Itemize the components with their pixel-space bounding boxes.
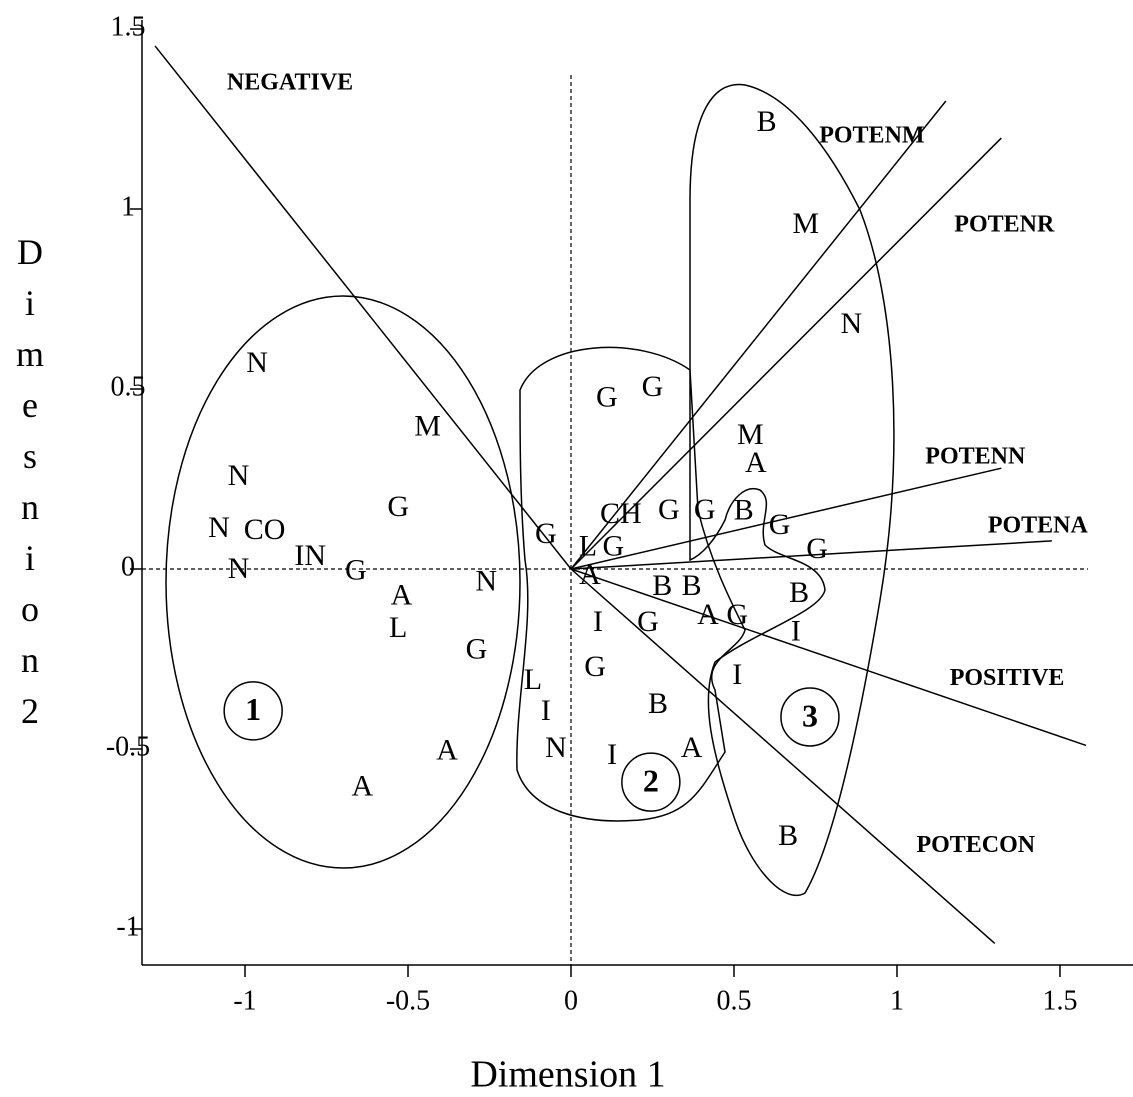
point-label: A xyxy=(352,769,374,802)
vector-label: POTENA xyxy=(988,512,1089,538)
point-label: IN xyxy=(294,539,326,572)
vector-label: POTECON xyxy=(916,832,1035,858)
vector xyxy=(570,100,947,570)
point-label: CO xyxy=(244,513,286,546)
point-label: A xyxy=(745,446,767,479)
point-label: G xyxy=(769,508,791,541)
vector-label: NEGATIVE xyxy=(227,69,353,95)
point-label: G xyxy=(637,605,659,638)
point-label: A xyxy=(579,558,601,591)
point-label: N xyxy=(475,564,497,597)
x-tick-label: 0 xyxy=(564,985,578,1016)
point-label: CH xyxy=(600,497,642,530)
point-label: B xyxy=(682,569,702,602)
point-label: N xyxy=(841,307,863,340)
point-label: G xyxy=(806,532,828,565)
point-label: I xyxy=(593,605,603,638)
x-tick-label: 0.5 xyxy=(716,985,751,1016)
point-label: L xyxy=(579,530,597,563)
vector-label: POTENR xyxy=(954,212,1055,238)
vector xyxy=(570,568,996,944)
point-label: I xyxy=(732,658,742,691)
vector-label: POTENM xyxy=(819,123,924,149)
point-label: I xyxy=(541,694,551,727)
vector-label: POTENN xyxy=(925,444,1026,470)
point-label: G xyxy=(642,370,664,403)
point-label: G xyxy=(694,493,716,526)
cluster-label: 1 xyxy=(245,691,261,727)
point-label: A xyxy=(436,733,458,766)
point-label: G xyxy=(726,598,748,631)
point-label: L xyxy=(524,663,542,696)
cluster-outline xyxy=(689,83,895,896)
y-tick-label: 0 xyxy=(121,551,135,582)
vector xyxy=(154,45,572,570)
y-tick-label: 1 xyxy=(121,191,135,222)
x-tick-label: 1 xyxy=(890,985,904,1016)
y-tick-label: 1.5 xyxy=(111,11,146,42)
point-label: M xyxy=(414,409,441,442)
point-label: L xyxy=(389,611,407,644)
x-tick-label: -0.5 xyxy=(386,985,430,1016)
point-label: M xyxy=(792,207,819,240)
point-label: G xyxy=(584,650,606,683)
point-label: A xyxy=(391,579,413,612)
point-label: N xyxy=(246,346,268,379)
point-label: N xyxy=(228,459,250,492)
point-label: G xyxy=(596,381,618,414)
cluster-outline xyxy=(165,295,521,869)
y-tick-label: -1 xyxy=(116,911,139,942)
vector xyxy=(570,540,1052,570)
point-label: N xyxy=(208,511,230,544)
point-label: I xyxy=(791,615,801,648)
vector xyxy=(570,137,1002,570)
point-label: B xyxy=(789,576,809,609)
cluster-outlines xyxy=(165,83,895,896)
x-tick-label: 1.5 xyxy=(1042,985,1077,1016)
cluster-marker xyxy=(223,681,283,741)
point-label: B xyxy=(778,819,798,852)
cluster-label: 3 xyxy=(802,697,818,733)
vector xyxy=(570,568,1087,747)
cluster-label: 2 xyxy=(643,762,659,798)
point-label: G xyxy=(658,493,680,526)
y-tick-label: -0.5 xyxy=(106,731,150,762)
point-label: B xyxy=(734,494,754,527)
point-label: M xyxy=(737,418,764,451)
vector xyxy=(570,467,1002,570)
x-tick-label: -1 xyxy=(233,985,256,1016)
point-label: N xyxy=(545,731,567,764)
point-label: A xyxy=(697,598,719,631)
point-label: N xyxy=(228,552,250,585)
y-tick-label: 0.5 xyxy=(111,371,146,402)
point-label: G xyxy=(387,490,409,523)
point-label: G xyxy=(345,553,367,586)
vector-label: POSITIVE xyxy=(950,665,1065,691)
cluster-marker xyxy=(621,752,681,812)
point-label: B xyxy=(652,569,672,602)
y-axis-label: Dimesnion2 xyxy=(10,232,50,742)
x-axis-label: Dimension 1 xyxy=(470,1054,665,1096)
point-label: G xyxy=(603,530,625,563)
point-label: G xyxy=(466,633,488,666)
cluster-marker xyxy=(780,687,840,747)
point-label: I xyxy=(607,738,617,771)
point-label: B xyxy=(757,105,777,138)
point-label: A xyxy=(681,731,703,764)
point-label: B xyxy=(648,687,668,720)
point-label: G xyxy=(535,517,557,550)
cluster-outline xyxy=(516,346,746,822)
